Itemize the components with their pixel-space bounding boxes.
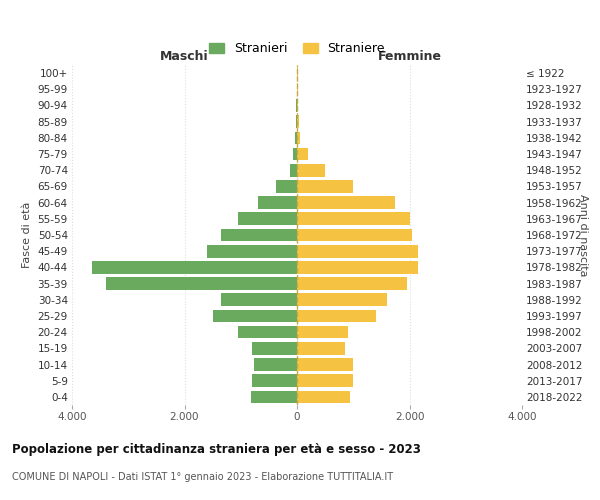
Y-axis label: Fasce di età: Fasce di età — [22, 202, 32, 268]
Bar — [207, 245, 297, 258]
Bar — [297, 99, 298, 112]
Bar — [221, 228, 297, 241]
Text: Popolazione per cittadinanza straniera per età e sesso - 2023: Popolazione per cittadinanza straniera p… — [12, 442, 421, 456]
Bar — [290, 164, 297, 176]
Bar — [106, 278, 297, 290]
Bar — [297, 245, 418, 258]
Bar — [238, 212, 297, 225]
Bar — [297, 294, 387, 306]
Text: Femmine: Femmine — [377, 50, 442, 62]
Bar — [297, 228, 412, 241]
Bar — [297, 358, 353, 371]
Text: COMUNE DI NAPOLI - Dati ISTAT 1° gennaio 2023 - Elaborazione TUTTITALIA.IT: COMUNE DI NAPOLI - Dati ISTAT 1° gennaio… — [12, 472, 393, 482]
Bar — [251, 390, 297, 403]
Bar — [297, 342, 345, 354]
Bar — [297, 164, 325, 176]
Bar — [275, 180, 297, 192]
Bar — [252, 374, 297, 387]
Bar — [212, 310, 297, 322]
Bar — [254, 358, 297, 371]
Bar — [297, 261, 418, 274]
Bar — [297, 390, 350, 403]
Bar — [297, 196, 395, 209]
Bar — [92, 261, 297, 274]
Bar — [297, 278, 407, 290]
Bar — [297, 310, 376, 322]
Bar — [297, 326, 347, 338]
Bar — [297, 180, 353, 192]
Bar — [238, 326, 297, 338]
Bar — [293, 148, 297, 160]
Bar — [297, 116, 299, 128]
Bar — [295, 132, 297, 144]
Bar — [297, 374, 353, 387]
Legend: Stranieri, Straniere: Stranieri, Straniere — [204, 37, 390, 60]
Bar — [221, 294, 297, 306]
Bar — [297, 132, 301, 144]
Text: Maschi: Maschi — [160, 50, 209, 62]
Bar — [297, 212, 409, 225]
Bar — [257, 196, 297, 209]
Bar — [252, 342, 297, 354]
Bar — [296, 116, 297, 128]
Y-axis label: Anni di nascita: Anni di nascita — [578, 194, 589, 276]
Bar — [297, 83, 298, 96]
Bar — [297, 148, 308, 160]
